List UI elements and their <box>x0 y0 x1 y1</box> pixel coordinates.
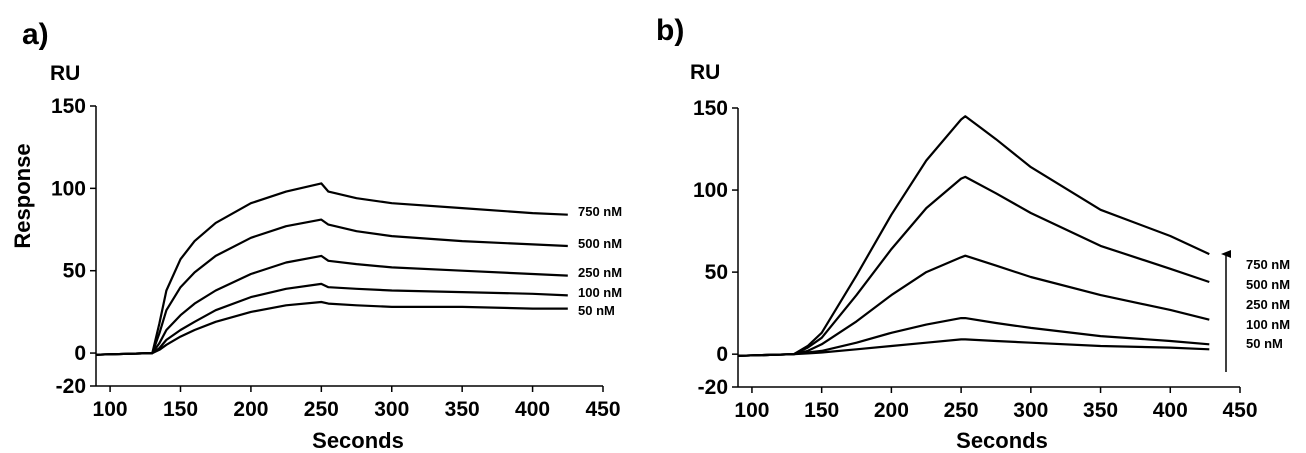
series-labels-b: 750 nM 500 nM 250 nM 100 nM 50 nM <box>1246 257 1290 351</box>
series-line <box>737 254 1210 357</box>
x-tick-label: 300 <box>1013 399 1048 422</box>
y-tick-label: 100 <box>51 177 86 200</box>
series-label: 500 nM <box>1246 277 1290 292</box>
series-line <box>95 300 568 356</box>
y-tick-label: 0 <box>716 343 728 366</box>
series-line <box>95 254 568 356</box>
x-axis-title-b: Seconds <box>956 428 1048 453</box>
x-tick-label: 400 <box>515 398 550 421</box>
series-label: 250 nM <box>1246 297 1290 312</box>
x-tick-label: 350 <box>1083 399 1118 422</box>
series-line <box>95 282 568 356</box>
series-label: 100 nM <box>1246 317 1290 332</box>
x-tick-label: 250 <box>304 398 339 421</box>
x-tick-label: 300 <box>374 398 409 421</box>
y-unit-label-b: RU <box>690 61 720 84</box>
series-label: 750 nM <box>578 204 622 219</box>
series-label: 100 nM <box>578 285 622 300</box>
y-tick-label: -20 <box>56 375 86 398</box>
series-line <box>737 338 1210 357</box>
x-tick-label: 200 <box>874 399 909 422</box>
chart-panel-b: b) RU Seconds 150 100 50 0 -20 100 150 200 250 30… <box>656 14 1290 453</box>
series-lines-a <box>95 182 568 356</box>
series-label: 50 nM <box>1246 336 1283 351</box>
series-label: 50 nM <box>578 303 615 318</box>
y-unit-label-a: RU <box>50 62 80 85</box>
y-tick-label: 100 <box>693 179 728 202</box>
series-label: 500 nM <box>578 236 622 251</box>
series-line <box>95 182 568 356</box>
x-tick-label: 200 <box>233 398 268 421</box>
y-tick-label: 0 <box>74 342 86 365</box>
x-axis-title-a: Seconds <box>312 428 404 453</box>
series-label: 250 nM <box>578 265 622 280</box>
series-lines-b <box>737 115 1210 357</box>
series-line <box>95 218 568 356</box>
x-tick-label: 100 <box>734 399 769 422</box>
series-labels-a: 750 nM 500 nM 250 nM 100 nM 50 nM <box>578 204 622 318</box>
y-tick-label: 50 <box>63 260 86 283</box>
series-line <box>737 175 1210 357</box>
x-tick-label: 350 <box>445 398 480 421</box>
x-tick-label: 150 <box>163 398 198 421</box>
series-label: 750 nM <box>1246 257 1290 272</box>
y-tick-label: -20 <box>698 376 728 399</box>
panel-label-b: b) <box>656 14 684 47</box>
y-tick-label: 50 <box>705 261 728 284</box>
x-tick-label: 450 <box>1222 399 1257 422</box>
y-tick-label: 150 <box>51 95 86 118</box>
y-tick-label: 150 <box>693 97 728 120</box>
y-axis-title-a: Response <box>10 143 35 248</box>
x-tick-label: 400 <box>1153 399 1188 422</box>
x-tick-label: 250 <box>944 399 979 422</box>
series-line <box>737 115 1210 357</box>
x-tick-label: 450 <box>585 398 620 421</box>
x-tick-label: 100 <box>93 398 128 421</box>
x-tick-label: 150 <box>804 399 839 422</box>
panel-label-a: a) <box>22 18 49 51</box>
axis-ticks-b: 150 100 50 0 -20 100 150 200 250 300 350 400 450 <box>693 97 1258 422</box>
axis-ticks-a: 150 100 50 0 -20 100 150 200 250 300 350 400 450 <box>51 95 621 421</box>
